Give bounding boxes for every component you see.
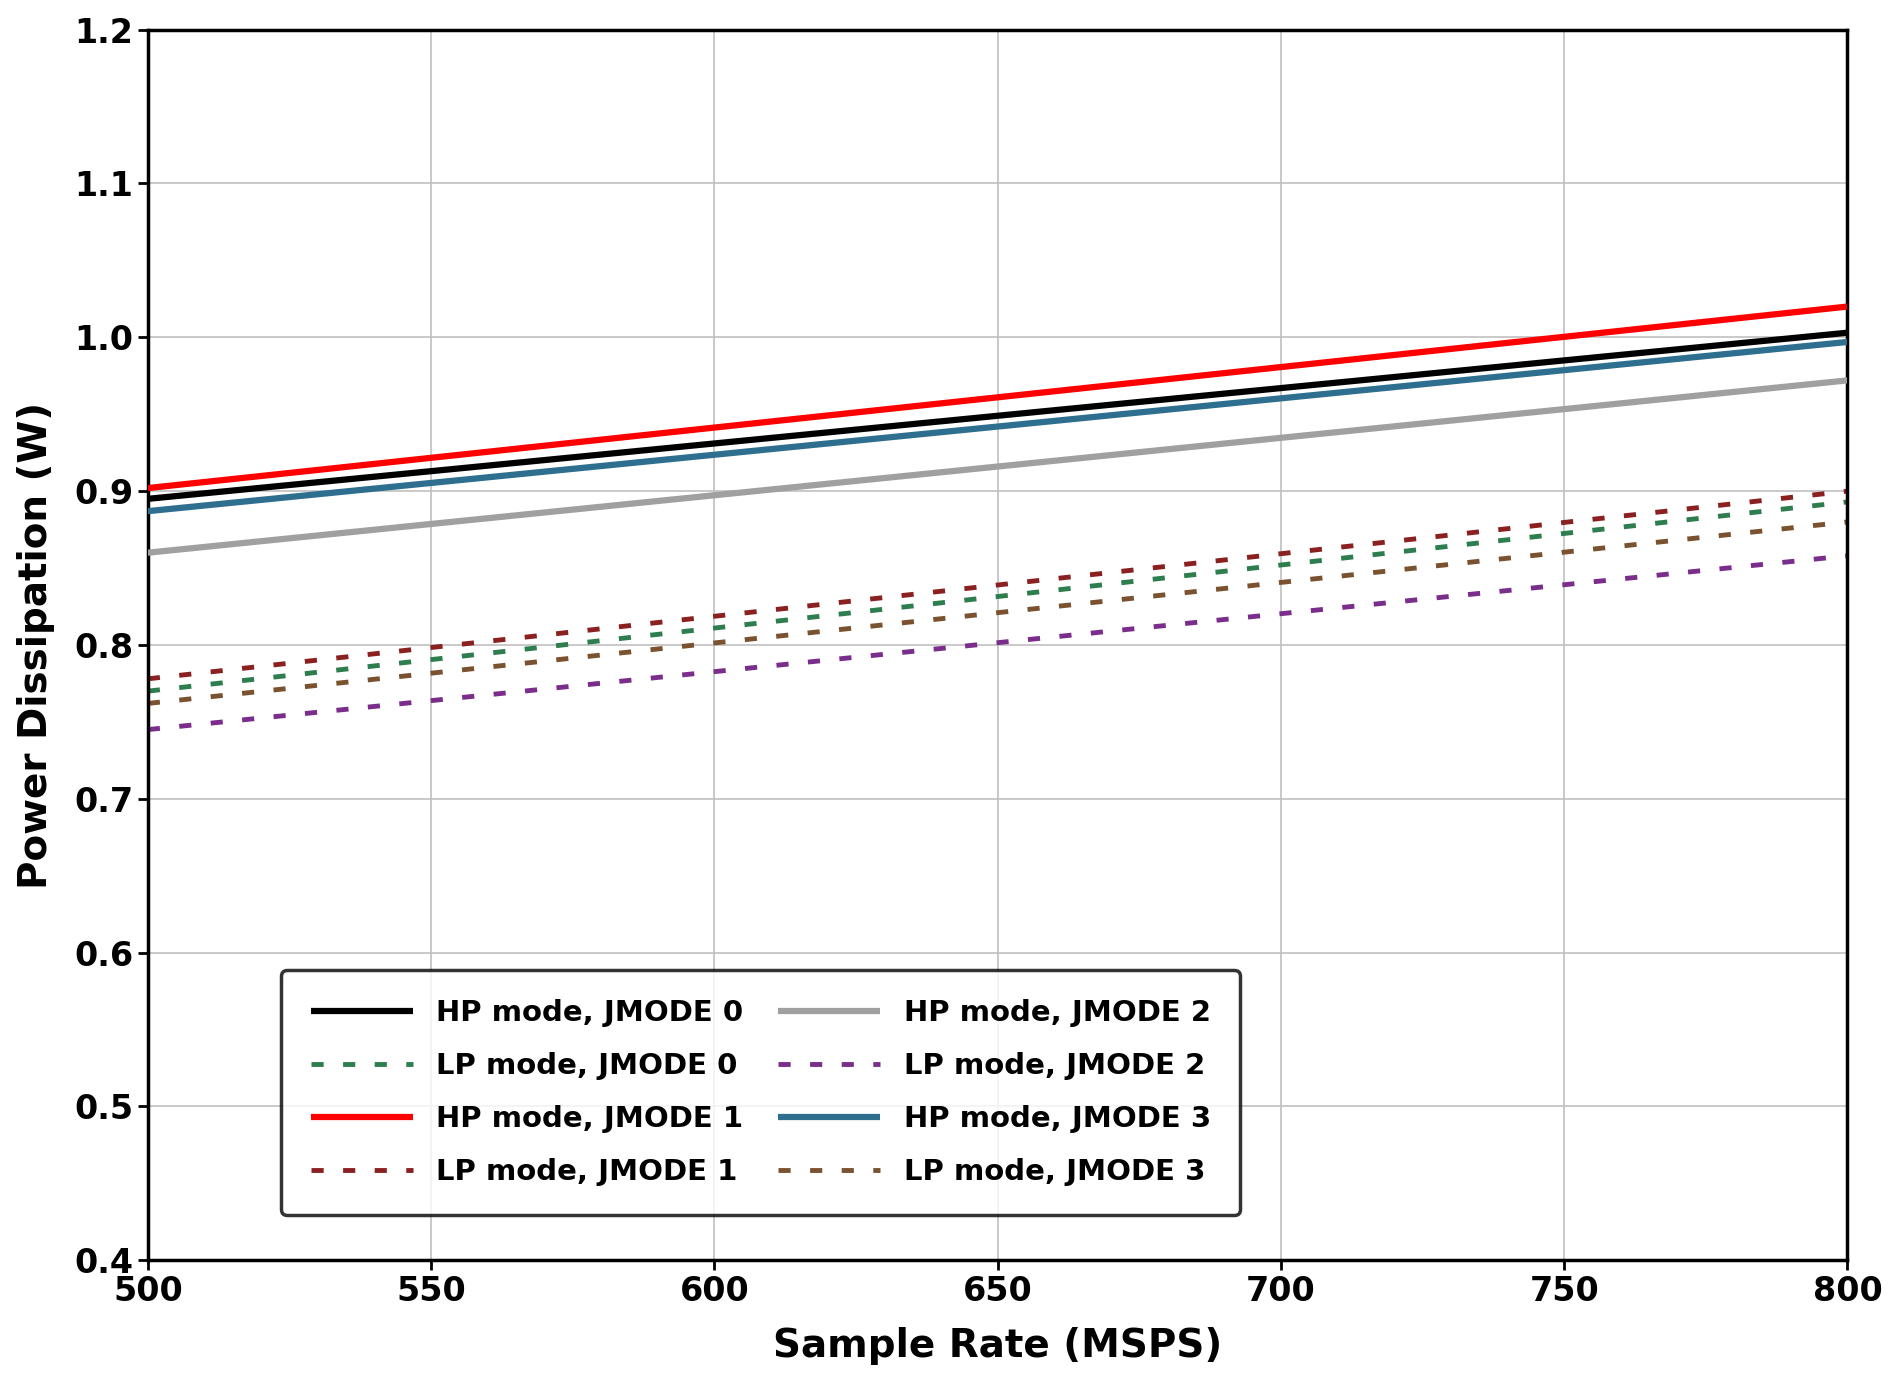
LP mode, JMODE 2 — [1148, 618, 1171, 634]
LP mode, JMODE 3 — [953, 608, 976, 625]
HP mode, JMODE 0 — [1148, 391, 1171, 408]
Line: LP mode, JMODE 3: LP mode, JMODE 3 — [148, 522, 1847, 703]
HP mode, JMODE 0 — [1835, 325, 1858, 341]
HP mode, JMODE 3 — [1055, 412, 1078, 428]
X-axis label: Sample Rate (MSPS): Sample Rate (MSPS) — [772, 1327, 1222, 1365]
LP mode, JMODE 2 — [1835, 547, 1858, 564]
Line: HP mode, JMODE 3: HP mode, JMODE 3 — [148, 341, 1847, 511]
HP mode, JMODE 1 — [1794, 303, 1816, 319]
LP mode, JMODE 1 — [953, 580, 976, 597]
LP mode, JMODE 0 — [1055, 580, 1078, 597]
LP mode, JMODE 1 — [1794, 488, 1816, 504]
LP mode, JMODE 3 — [1055, 597, 1078, 614]
HP mode, JMODE 0 — [953, 410, 976, 427]
HP mode, JMODE 0 — [1055, 401, 1078, 417]
HP mode, JMODE 1 — [1528, 332, 1551, 348]
HP mode, JMODE 2 — [1148, 442, 1171, 459]
HP mode, JMODE 3 — [943, 423, 966, 439]
Line: LP mode, JMODE 1: LP mode, JMODE 1 — [148, 491, 1847, 679]
LP mode, JMODE 1 — [943, 582, 966, 598]
HP mode, JMODE 2 — [1794, 376, 1816, 392]
Legend: HP mode, JMODE 0, LP mode, JMODE 0, HP mode, JMODE 1, LP mode, JMODE 1, HP mode,: HP mode, JMODE 0, LP mode, JMODE 0, HP m… — [281, 970, 1239, 1215]
LP mode, JMODE 1 — [137, 670, 159, 687]
HP mode, JMODE 0 — [1794, 329, 1816, 346]
HP mode, JMODE 2 — [953, 462, 976, 478]
HP mode, JMODE 2 — [137, 545, 159, 561]
HP mode, JMODE 2 — [943, 463, 966, 480]
HP mode, JMODE 3 — [137, 503, 159, 520]
LP mode, JMODE 1 — [1055, 569, 1078, 586]
LP mode, JMODE 3 — [137, 695, 159, 712]
HP mode, JMODE 2 — [1835, 372, 1858, 388]
Y-axis label: Power Dissipation (W): Power Dissipation (W) — [17, 401, 55, 889]
LP mode, JMODE 2 — [953, 637, 976, 654]
LP mode, JMODE 0 — [1794, 498, 1816, 514]
HP mode, JMODE 0 — [1528, 354, 1551, 370]
Line: LP mode, JMODE 2: LP mode, JMODE 2 — [148, 556, 1847, 730]
HP mode, JMODE 1 — [943, 394, 966, 410]
LP mode, JMODE 2 — [1794, 551, 1816, 568]
Line: LP mode, JMODE 0: LP mode, JMODE 0 — [148, 502, 1847, 691]
LP mode, JMODE 3 — [1794, 518, 1816, 535]
LP mode, JMODE 3 — [1835, 514, 1858, 531]
LP mode, JMODE 1 — [1148, 558, 1171, 575]
Line: HP mode, JMODE 1: HP mode, JMODE 1 — [148, 307, 1847, 488]
LP mode, JMODE 0 — [1148, 571, 1171, 587]
LP mode, JMODE 3 — [1528, 546, 1551, 562]
HP mode, JMODE 3 — [1148, 402, 1171, 419]
Line: HP mode, JMODE 0: HP mode, JMODE 0 — [148, 333, 1847, 499]
LP mode, JMODE 3 — [1148, 587, 1171, 604]
LP mode, JMODE 0 — [1528, 528, 1551, 545]
HP mode, JMODE 2 — [1528, 404, 1551, 420]
LP mode, JMODE 2 — [137, 721, 159, 738]
HP mode, JMODE 2 — [1055, 451, 1078, 467]
LP mode, JMODE 2 — [1528, 579, 1551, 596]
HP mode, JMODE 1 — [1835, 299, 1858, 315]
LP mode, JMODE 0 — [1835, 493, 1858, 510]
LP mode, JMODE 0 — [137, 683, 159, 699]
HP mode, JMODE 3 — [953, 422, 976, 438]
Line: HP mode, JMODE 2: HP mode, JMODE 2 — [148, 380, 1847, 553]
LP mode, JMODE 0 — [953, 591, 976, 608]
HP mode, JMODE 3 — [1835, 333, 1858, 350]
HP mode, JMODE 0 — [137, 491, 159, 507]
LP mode, JMODE 2 — [943, 638, 966, 655]
HP mode, JMODE 3 — [1794, 337, 1816, 354]
LP mode, JMODE 1 — [1528, 517, 1551, 533]
HP mode, JMODE 1 — [137, 480, 159, 496]
LP mode, JMODE 3 — [943, 609, 966, 626]
LP mode, JMODE 2 — [1055, 627, 1078, 644]
HP mode, JMODE 1 — [1055, 381, 1078, 398]
HP mode, JMODE 0 — [943, 412, 966, 428]
LP mode, JMODE 1 — [1835, 482, 1858, 499]
LP mode, JMODE 0 — [943, 593, 966, 609]
HP mode, JMODE 1 — [953, 392, 976, 409]
HP mode, JMODE 1 — [1148, 372, 1171, 388]
HP mode, JMODE 3 — [1528, 365, 1551, 381]
